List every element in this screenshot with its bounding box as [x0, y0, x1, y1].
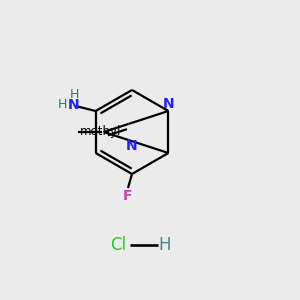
Text: H: H	[70, 88, 79, 100]
Text: N: N	[68, 98, 80, 112]
Text: F: F	[123, 189, 133, 203]
Text: H: H	[58, 98, 67, 110]
Text: N: N	[163, 97, 174, 111]
Text: H: H	[159, 236, 171, 254]
Text: Cl: Cl	[110, 236, 126, 254]
Text: N: N	[126, 139, 137, 153]
Text: methyl: methyl	[80, 125, 121, 139]
